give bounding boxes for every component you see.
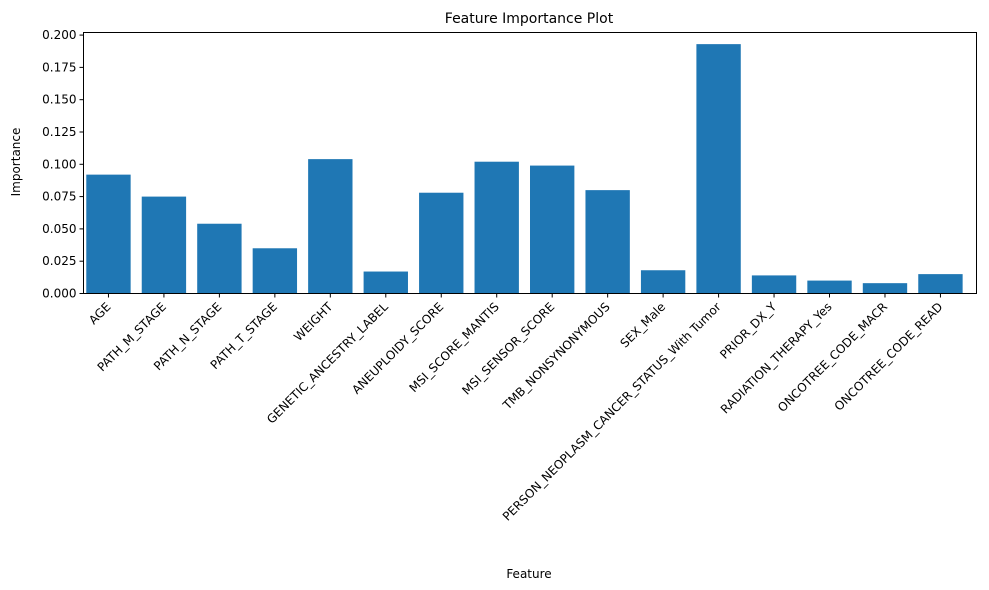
- x-tick-label: MSI_SCORE_MANTIS: [406, 300, 501, 395]
- y-tick-label: 0.100: [42, 157, 76, 171]
- bar: [197, 223, 242, 294]
- bars: [86, 44, 963, 294]
- y-axis: 0.000 0.025 0.050 0.075 0.100 0.125 0.150 0.175…: [42, 28, 84, 301]
- bar: [308, 159, 353, 294]
- bar: [918, 274, 963, 294]
- x-tick-label: ONCOTREE_CODE_MACR: [775, 300, 890, 415]
- x-tick-label: AGE: [86, 300, 113, 327]
- bar: [807, 280, 852, 294]
- x-tick-label: SEX_Male: [617, 300, 668, 351]
- y-tick-label: 0.075: [42, 190, 76, 204]
- x-tick-label: RADIATION_THERAPY_Yes: [718, 300, 835, 417]
- bar: [530, 165, 575, 294]
- bar: [252, 248, 298, 294]
- y-tick-label: 0.025: [42, 254, 76, 268]
- x-tick-label: ANEUPLOIDY_SCORE: [349, 300, 446, 397]
- x-tick-label: PRIOR_DX_Y: [717, 299, 779, 361]
- y-tick-label: 0.050: [42, 222, 76, 236]
- x-tick-label: MSI_SENSOR_SCORE: [459, 300, 557, 398]
- y-tick-label: 0.175: [42, 60, 76, 74]
- y-tick-label: 0.125: [42, 125, 76, 139]
- bar: [419, 192, 464, 294]
- chart-title: Feature Importance Plot: [445, 11, 614, 27]
- plot-frame: [83, 32, 977, 294]
- x-tick-label: WEIGHT: [291, 299, 336, 344]
- bar: [474, 161, 519, 294]
- y-axis-label: Importance: [9, 128, 23, 197]
- bar: [862, 283, 908, 294]
- y-tick-label: 0.000: [42, 287, 76, 301]
- x-tick-label: TMB_NONSYNONYMOUS: [499, 300, 612, 413]
- bar: [141, 196, 187, 294]
- x-axis-label: Feature: [506, 567, 551, 581]
- y-tick-label: 0.200: [42, 28, 76, 42]
- bar: [86, 174, 131, 294]
- bar: [363, 271, 408, 294]
- x-tick-label: ONCOTREE_CODE_READ: [832, 300, 946, 414]
- bar: [640, 270, 686, 294]
- bar: [751, 275, 797, 294]
- y-tick-label: 0.150: [42, 93, 76, 107]
- bar: [696, 44, 741, 294]
- bar: [585, 190, 630, 294]
